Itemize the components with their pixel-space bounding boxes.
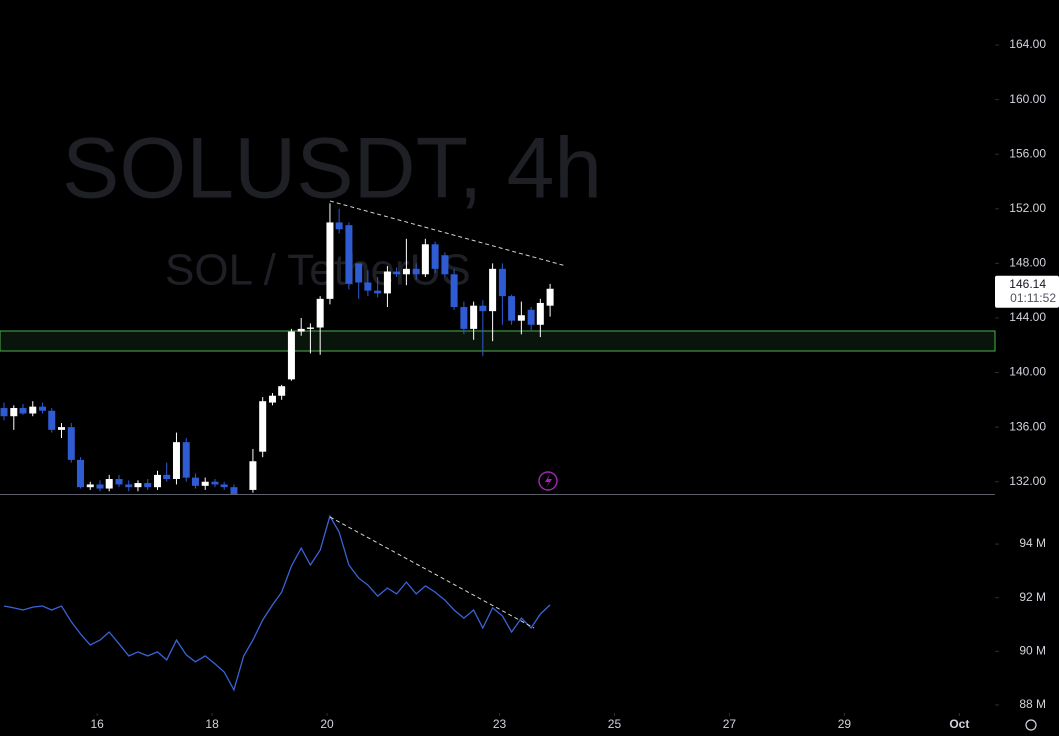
axes: 132.00 136.00 140.00 144.00 148.00 152.00 156.… (90, 37, 1059, 731)
y-tick-label: 164.00 (1009, 37, 1046, 51)
candle-body (287, 331, 295, 380)
candle-body (412, 268, 420, 275)
candle-body (96, 484, 104, 489)
candle-body (163, 474, 171, 479)
y-tick-label: 148.00 (1009, 256, 1046, 270)
candle-body (48, 410, 56, 430)
candle-body (450, 274, 458, 308)
y-tick-label: 136.00 (1009, 419, 1046, 433)
candle-body (546, 288, 554, 306)
indicator-pane (3, 514, 551, 692)
candle-body (67, 427, 75, 460)
trendline (329, 516, 535, 629)
candle-body (29, 406, 37, 414)
candle-body (297, 328, 305, 332)
candle-body (306, 327, 314, 329)
indicator-line (3, 514, 551, 692)
y-tick-label: 152.00 (1009, 201, 1046, 215)
x-tick-label: 23 (493, 717, 507, 731)
x-tick-label: 16 (90, 717, 104, 731)
candle-body (58, 427, 66, 430)
candle-body (125, 484, 133, 488)
candle-body (393, 271, 401, 275)
x-tick-label: 29 (838, 717, 852, 731)
y-tick-label: 160.00 (1009, 92, 1046, 106)
candle-body (517, 315, 525, 321)
watermark-subtitle: SOL / TetherUS (165, 246, 471, 295)
candle-body (86, 484, 94, 488)
trendline (329, 200, 567, 267)
support-zone (0, 330, 996, 352)
candle-body (383, 271, 391, 294)
candle-body (153, 474, 161, 488)
candle-body (489, 268, 497, 312)
candle-body (536, 302, 544, 325)
candle-body (144, 483, 152, 488)
candle-body (441, 255, 449, 275)
candle-body (460, 307, 468, 329)
alert-icon[interactable] (538, 471, 558, 491)
candle-body (402, 268, 410, 275)
x-tick-label: 18 (205, 717, 219, 731)
candle-body (172, 442, 180, 479)
candle-body (259, 401, 267, 452)
candle-body (134, 483, 142, 488)
candle-body (19, 408, 27, 414)
candle-body (527, 309, 535, 325)
candle-body (470, 305, 478, 329)
watermark: SOLUSDT, 4h (62, 121, 602, 217)
candle-body (345, 225, 353, 284)
candle-body (364, 282, 372, 291)
candle-body (508, 296, 516, 321)
last-price-box (995, 275, 1059, 308)
candle-body (479, 305, 487, 312)
candle-body (191, 477, 199, 486)
y-tick-label: 94 M (1019, 536, 1046, 550)
candle-body (316, 298, 324, 328)
last-price-label: 146.14 (1009, 277, 1046, 291)
price-pane (0, 203, 554, 494)
y-tick-label: 88 M (1019, 697, 1046, 711)
candle-body (268, 395, 276, 403)
candle-body (230, 487, 238, 494)
candle-body (431, 244, 439, 269)
alert-bolt (545, 474, 552, 488)
candle-body (249, 461, 257, 490)
candle-body (355, 263, 363, 283)
candle-body (115, 478, 123, 485)
candle-body (201, 481, 209, 486)
candle-body (0, 408, 8, 417)
y-tick-label: 90 M (1019, 643, 1046, 657)
candle-body (10, 408, 18, 417)
y-tick-label: 144.00 (1009, 310, 1046, 324)
y-tick-label: 140.00 (1009, 365, 1046, 379)
candle-body (105, 478, 113, 489)
settings-icon[interactable] (1025, 719, 1037, 731)
candle-body (220, 484, 228, 488)
candle-body (421, 244, 429, 275)
y-tick-label: 92 M (1019, 590, 1046, 604)
countdown: 01:11:52 (1010, 291, 1056, 305)
candle-body (335, 222, 343, 230)
candle-body (498, 268, 506, 297)
candle-body (182, 442, 190, 478)
candle-body (211, 481, 219, 485)
x-tick-label: 27 (723, 717, 737, 731)
candle-body (326, 222, 334, 299)
candle-body (39, 406, 47, 411)
candle-body (374, 290, 382, 294)
x-tick-label: Oct (949, 717, 969, 731)
candle-body (76, 459, 84, 488)
candle-body (278, 386, 286, 396)
y-tick-label: 132.00 (1009, 474, 1046, 488)
x-tick-label: 20 (320, 717, 334, 731)
x-tick-label: 25 (608, 717, 622, 731)
y-tick-label: 156.00 (1009, 146, 1046, 160)
